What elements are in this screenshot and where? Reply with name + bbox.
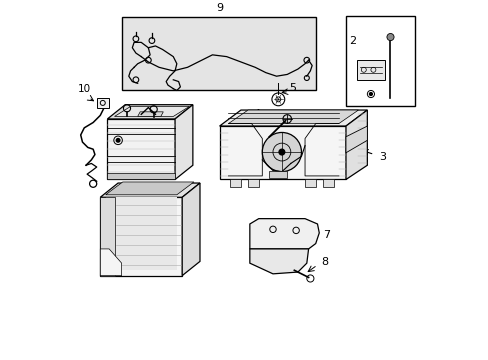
Polygon shape: [138, 112, 163, 116]
Polygon shape: [107, 119, 175, 180]
Circle shape: [386, 33, 393, 41]
Text: 6: 6: [191, 238, 198, 248]
Polygon shape: [249, 219, 319, 249]
Text: 8: 8: [321, 257, 327, 267]
Bar: [346, 16, 415, 107]
Text: 7: 7: [322, 230, 329, 240]
Polygon shape: [228, 110, 358, 123]
Polygon shape: [100, 183, 200, 197]
Circle shape: [262, 132, 301, 172]
Polygon shape: [322, 180, 333, 186]
Polygon shape: [249, 249, 308, 274]
Polygon shape: [114, 107, 189, 116]
Polygon shape: [269, 171, 286, 178]
Polygon shape: [100, 249, 122, 276]
Polygon shape: [182, 183, 200, 276]
Polygon shape: [305, 180, 315, 186]
Text: 9: 9: [216, 3, 223, 13]
Text: 4: 4: [253, 109, 260, 119]
Circle shape: [279, 149, 284, 155]
Polygon shape: [356, 60, 385, 80]
Polygon shape: [105, 197, 177, 270]
Circle shape: [116, 139, 120, 142]
Text: 10: 10: [78, 84, 91, 94]
Text: 3: 3: [378, 152, 386, 162]
Text: 5: 5: [288, 83, 295, 93]
Bar: [122, 17, 315, 90]
Polygon shape: [100, 197, 114, 276]
Polygon shape: [247, 180, 258, 186]
Circle shape: [369, 93, 371, 95]
Polygon shape: [346, 110, 366, 180]
Text: 1: 1: [185, 152, 192, 162]
Polygon shape: [105, 182, 194, 195]
Polygon shape: [175, 105, 192, 180]
Polygon shape: [107, 105, 192, 119]
Polygon shape: [107, 174, 175, 180]
Polygon shape: [219, 110, 366, 126]
Polygon shape: [346, 126, 366, 153]
Polygon shape: [100, 197, 182, 276]
Polygon shape: [219, 126, 346, 180]
Polygon shape: [230, 180, 241, 186]
Text: 2: 2: [349, 36, 356, 46]
Polygon shape: [97, 98, 109, 108]
